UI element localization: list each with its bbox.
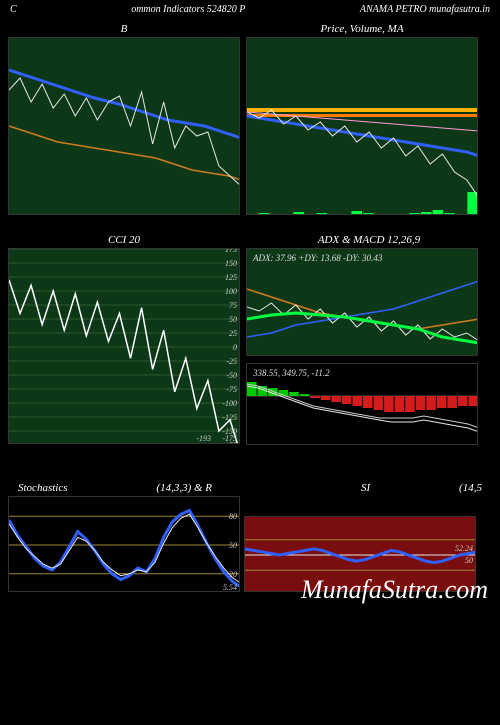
svg-text:52.24: 52.24 bbox=[455, 544, 473, 553]
chart-price bbox=[246, 37, 478, 215]
svg-text:-100: -100 bbox=[222, 399, 237, 408]
svg-text:50: 50 bbox=[229, 541, 237, 550]
svg-text:-175: -175 bbox=[222, 434, 237, 443]
svg-text:100: 100 bbox=[225, 287, 237, 296]
panel-cci: CCI 20 -175-150-125-100-75-50-2502550751… bbox=[8, 230, 240, 450]
svg-text:175: 175 bbox=[225, 248, 237, 254]
header-right: ANAMA PETRO munafasutra.in bbox=[360, 4, 490, 15]
panel-bb: B bbox=[8, 19, 240, 220]
svg-text:50: 50 bbox=[465, 556, 473, 565]
chart-cci: -175-150-125-100-75-50-25025507510012515… bbox=[8, 248, 240, 444]
svg-text:-193: -193 bbox=[196, 434, 211, 443]
svg-text:-75: -75 bbox=[226, 385, 237, 394]
svg-text:50: 50 bbox=[229, 315, 237, 324]
svg-text:150: 150 bbox=[225, 259, 237, 268]
panel-cci-title: CCI 20 bbox=[8, 230, 240, 248]
row-2: CCI 20 -175-150-125-100-75-50-2502550751… bbox=[0, 230, 500, 450]
row-1: B Price, Volume, MA bbox=[0, 19, 500, 220]
header-center: ommon Indicators 524820 P bbox=[131, 4, 245, 15]
svg-text:ADX: 37.96 +DY: 13.68 -DY:: ADX: 37.96 +DY: 13.68 -DY: 30.43 bbox=[252, 253, 383, 263]
svg-text:80: 80 bbox=[229, 512, 237, 521]
panel-price: Price, Volume, MA bbox=[246, 19, 478, 220]
panel-adx-title: ADX & MACD 12,26,9 bbox=[246, 230, 492, 248]
chart-adx: ADX: 37.96 +DY: 13.68 -DY: 30.43 bbox=[246, 248, 478, 356]
watermark: MunafaSutra.com bbox=[301, 575, 488, 605]
svg-text:0: 0 bbox=[233, 343, 237, 352]
rsi-title-right: (14,5 bbox=[459, 478, 482, 496]
rsi-title-left: SI bbox=[361, 478, 370, 496]
panel-adx-macd: ADX & MACD 12,26,9 ADX: 37.96 +DY: 13.68… bbox=[246, 230, 492, 450]
svg-text:-25: -25 bbox=[226, 357, 237, 366]
header-left: C bbox=[10, 4, 17, 15]
row-3-titles: Stochastics (14,3,3) & R SI (14,5 bbox=[0, 478, 500, 496]
svg-text:-50: -50 bbox=[226, 371, 237, 380]
svg-text:125: 125 bbox=[225, 273, 237, 282]
stoch-title-left: Stochastics bbox=[18, 478, 68, 496]
panel-bb-title: B bbox=[8, 19, 240, 37]
chart-bb bbox=[8, 37, 240, 215]
chart-stochastics: 2050805.54 bbox=[8, 496, 240, 592]
svg-text:5.54: 5.54 bbox=[223, 583, 237, 592]
svg-text:25: 25 bbox=[229, 329, 237, 338]
svg-text:75: 75 bbox=[229, 301, 237, 310]
svg-text:338.55, 349.75, -11.2: 338.55, 349.75, -11.2 bbox=[252, 368, 330, 378]
header-bar: C ommon Indicators 524820 P ANAMA PETRO … bbox=[0, 0, 500, 19]
stoch-title-right: (14,3,3) & R bbox=[156, 478, 212, 496]
chart-macd: 338.55, 349.75, -11.2 bbox=[246, 363, 478, 445]
panel-price-title: Price, Volume, MA bbox=[246, 19, 478, 37]
